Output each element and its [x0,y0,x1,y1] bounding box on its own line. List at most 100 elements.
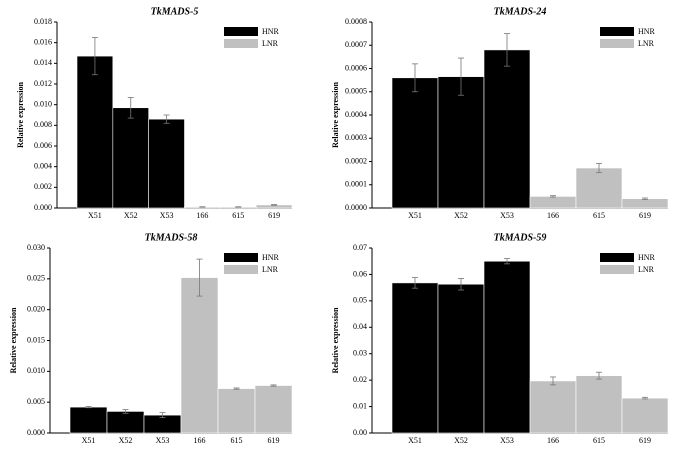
bar [575,375,623,434]
error-bar [504,33,510,67]
legend-label: LNR [262,39,279,48]
error-bar [596,371,602,380]
error-bar [642,197,648,200]
y-tick-label: 0.014 [34,58,52,67]
y-tick-label: 0.0003 [345,133,367,142]
bar [106,411,145,434]
bar [437,76,485,209]
bar [483,49,531,209]
x-tick-label: X51 [408,436,422,445]
y-tick-label: 0.02 [353,375,367,384]
error-bar [159,412,166,418]
x-tick-label: 166 [196,211,208,220]
bar [254,385,293,434]
y-tick-label: 0.010 [27,366,45,375]
error-bar [550,376,556,386]
bar [76,55,114,209]
legend-swatch [600,39,634,48]
x-tick-label: X53 [500,436,514,445]
error-bar [458,57,464,96]
x-tick-label: X52 [454,211,468,220]
x-tick-label: X52 [119,436,133,445]
legend-swatch [224,27,258,36]
bar [391,77,439,209]
y-tick-label: 0.002 [34,182,52,191]
y-tick-label: 0.03 [353,349,367,358]
y-axis-label: Relative expression [9,307,18,373]
bar [529,196,577,209]
x-tick-label: X53 [160,211,174,220]
y-tick-label: 0.025 [27,274,45,283]
error-bar [458,277,464,291]
x-tick-label: 166 [194,436,206,445]
y-tick-label: 0.0008 [345,17,367,26]
bar [437,283,485,434]
bar [180,277,219,434]
y-tick-label: 0.018 [34,17,52,26]
bar [217,388,256,434]
y-tick-label: 0.00 [353,428,367,437]
error-bar [163,114,170,124]
chart-title: TkMADS-24 [494,6,547,17]
y-tick-label: 0.008 [34,120,52,129]
error-bar [596,162,602,174]
legend-swatch [600,253,634,262]
legend-label: LNR [638,265,655,274]
y-tick-label: 0.006 [34,141,52,150]
y-tick-label: 0.0000 [345,203,367,212]
x-tick-label: 166 [547,436,559,445]
bar [483,260,531,434]
bar [575,167,623,209]
bar [621,397,669,434]
bar [69,406,108,434]
y-tick-label: 0.012 [34,79,52,88]
x-tick-label: X51 [88,211,102,220]
x-tick-label: X51 [408,211,422,220]
x-tick-label: 615 [593,211,605,220]
error-bar [127,97,134,119]
error-bar [233,387,240,390]
error-bar [550,195,556,198]
x-tick-label: X52 [124,211,138,220]
chart-title: TkMADS-59 [494,232,547,243]
y-axis-label: Relative expression [331,307,340,373]
x-tick-label: 615 [593,436,605,445]
y-tick-label: 0.0007 [345,40,367,49]
x-tick-label: 619 [639,211,651,220]
legend-swatch [224,253,258,262]
legend-label: HNR [638,253,656,262]
bar [391,282,439,434]
legend-swatch [224,39,258,48]
error-bar [271,204,278,206]
x-tick-label: 619 [639,436,651,445]
x-tick-label: X51 [82,436,96,445]
error-bar [270,384,277,387]
x-tick-label: X52 [454,436,468,445]
error-bar [504,258,510,265]
legend-swatch [224,265,258,274]
y-tick-label: 0.016 [34,37,52,46]
y-tick-label: 0.0004 [345,110,367,119]
y-tick-label: 0.004 [34,161,52,170]
bar [112,107,149,209]
y-tick-label: 0.020 [27,304,45,313]
x-tick-label: 166 [547,211,559,220]
error-bar [196,258,203,297]
y-axis-label: Relative expression [16,82,25,148]
y-tick-label: 0.0002 [345,156,367,165]
x-tick-label: 615 [232,211,244,220]
y-tick-label: 0.05 [353,296,367,305]
x-tick-label: 619 [268,211,280,220]
y-tick-label: 0.06 [353,269,367,278]
error-bar [91,37,98,76]
error-bar [85,406,92,409]
y-tick-label: 0.005 [27,397,45,406]
y-tick-label: 0.01 [353,401,367,410]
legend-swatch [600,27,634,36]
y-tick-label: 0.030 [27,243,45,252]
legend-label: LNR [638,39,655,48]
legend-swatch [600,265,634,274]
y-tick-label: 0.015 [27,335,45,344]
y-tick-label: 0.07 [353,243,367,252]
